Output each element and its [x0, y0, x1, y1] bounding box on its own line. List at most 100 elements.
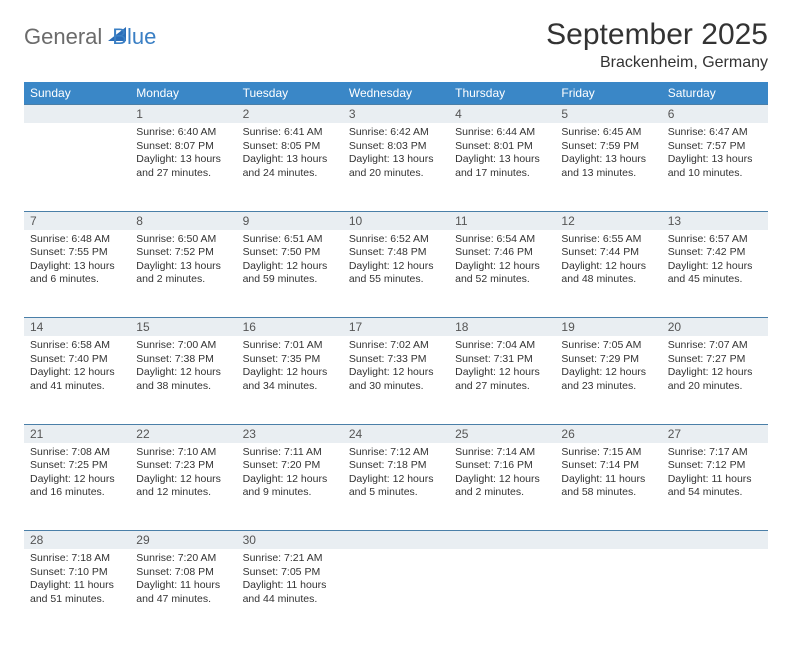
sunset-line: Sunset: 7:23 PM: [136, 459, 230, 473]
daylight-line: Daylight: 13 hours and 17 minutes.: [455, 153, 549, 180]
daylight-line: Daylight: 12 hours and 38 minutes.: [136, 366, 230, 393]
sunrise-line: Sunrise: 6:48 AM: [30, 233, 124, 247]
daylight-line: Daylight: 12 hours and 9 minutes.: [243, 473, 337, 500]
day-number-cell: [555, 531, 661, 550]
sunset-line: Sunset: 7:35 PM: [243, 353, 337, 367]
sunrise-line: Sunrise: 6:40 AM: [136, 126, 230, 140]
sunrise-line: Sunrise: 6:42 AM: [349, 126, 443, 140]
sunset-line: Sunset: 7:57 PM: [668, 140, 762, 154]
sunrise-line: Sunrise: 6:52 AM: [349, 233, 443, 247]
day-number-cell: 23: [237, 424, 343, 443]
day-number-cell: 6: [662, 105, 768, 124]
sunset-line: Sunset: 7:10 PM: [30, 566, 124, 580]
daylight-line: Daylight: 13 hours and 2 minutes.: [136, 260, 230, 287]
day-content-cell: Sunrise: 7:11 AMSunset: 7:20 PMDaylight:…: [237, 443, 343, 531]
sunset-line: Sunset: 7:52 PM: [136, 246, 230, 260]
day-content-cell: Sunrise: 6:55 AMSunset: 7:44 PMDaylight:…: [555, 230, 661, 318]
day-number-cell: 4: [449, 105, 555, 124]
logo-text-general: General: [24, 24, 102, 50]
calendar-page: General Blue September 2025 Brackenheim,…: [0, 0, 792, 655]
month-title: September 2025: [546, 18, 768, 52]
weekday-header: Saturday: [662, 82, 768, 105]
sunrise-line: Sunrise: 6:50 AM: [136, 233, 230, 247]
daylight-line: Daylight: 12 hours and 23 minutes.: [561, 366, 655, 393]
daylight-line: Daylight: 12 hours and 30 minutes.: [349, 366, 443, 393]
day-content-cell: Sunrise: 6:54 AMSunset: 7:46 PMDaylight:…: [449, 230, 555, 318]
calendar-table: Sunday Monday Tuesday Wednesday Thursday…: [24, 82, 768, 637]
sunset-line: Sunset: 7:18 PM: [349, 459, 443, 473]
day-content-cell: Sunrise: 7:18 AMSunset: 7:10 PMDaylight:…: [24, 549, 130, 637]
sunset-line: Sunset: 7:48 PM: [349, 246, 443, 260]
day-number-cell: 26: [555, 424, 661, 443]
daylight-line: Daylight: 12 hours and 34 minutes.: [243, 366, 337, 393]
sunrise-line: Sunrise: 6:45 AM: [561, 126, 655, 140]
sunset-line: Sunset: 8:03 PM: [349, 140, 443, 154]
daylight-line: Daylight: 13 hours and 10 minutes.: [668, 153, 762, 180]
day-content-row: Sunrise: 6:58 AMSunset: 7:40 PMDaylight:…: [24, 336, 768, 424]
day-number-cell: 9: [237, 211, 343, 230]
sunrise-line: Sunrise: 7:04 AM: [455, 339, 549, 353]
day-content-row: Sunrise: 6:40 AMSunset: 8:07 PMDaylight:…: [24, 123, 768, 211]
sunrise-line: Sunrise: 7:05 AM: [561, 339, 655, 353]
day-content-cell: Sunrise: 7:10 AMSunset: 7:23 PMDaylight:…: [130, 443, 236, 531]
day-number-cell: 15: [130, 318, 236, 337]
day-number-cell: 5: [555, 105, 661, 124]
sunrise-line: Sunrise: 7:12 AM: [349, 446, 443, 460]
daylight-line: Daylight: 11 hours and 54 minutes.: [668, 473, 762, 500]
day-number-cell: 24: [343, 424, 449, 443]
day-content-cell: Sunrise: 7:01 AMSunset: 7:35 PMDaylight:…: [237, 336, 343, 424]
day-number-cell: 3: [343, 105, 449, 124]
sunset-line: Sunset: 7:33 PM: [349, 353, 443, 367]
day-number-cell: 10: [343, 211, 449, 230]
sunset-line: Sunset: 7:20 PM: [243, 459, 337, 473]
day-number-cell: 17: [343, 318, 449, 337]
logo-text-blue: Blue: [112, 24, 156, 50]
title-block: September 2025 Brackenheim, Germany: [546, 18, 768, 72]
sunset-line: Sunset: 7:31 PM: [455, 353, 549, 367]
day-number-row: 21222324252627: [24, 424, 768, 443]
day-content-row: Sunrise: 7:08 AMSunset: 7:25 PMDaylight:…: [24, 443, 768, 531]
sunrise-line: Sunrise: 7:18 AM: [30, 552, 124, 566]
sunrise-line: Sunrise: 7:14 AM: [455, 446, 549, 460]
day-content-cell: Sunrise: 7:17 AMSunset: 7:12 PMDaylight:…: [662, 443, 768, 531]
day-number-cell: 13: [662, 211, 768, 230]
day-content-cell: Sunrise: 6:47 AMSunset: 7:57 PMDaylight:…: [662, 123, 768, 211]
sunrise-line: Sunrise: 6:47 AM: [668, 126, 762, 140]
sunset-line: Sunset: 7:29 PM: [561, 353, 655, 367]
daylight-line: Daylight: 12 hours and 16 minutes.: [30, 473, 124, 500]
daylight-line: Daylight: 11 hours and 51 minutes.: [30, 579, 124, 606]
day-number-cell: 22: [130, 424, 236, 443]
day-content-cell: Sunrise: 7:00 AMSunset: 7:38 PMDaylight:…: [130, 336, 236, 424]
weekday-header: Friday: [555, 82, 661, 105]
weekday-header: Sunday: [24, 82, 130, 105]
day-content-cell: Sunrise: 6:42 AMSunset: 8:03 PMDaylight:…: [343, 123, 449, 211]
sunset-line: Sunset: 7:38 PM: [136, 353, 230, 367]
daylight-line: Daylight: 12 hours and 27 minutes.: [455, 366, 549, 393]
day-number-cell: [662, 531, 768, 550]
day-number-cell: 19: [555, 318, 661, 337]
sunset-line: Sunset: 7:44 PM: [561, 246, 655, 260]
calendar-body: 123456Sunrise: 6:40 AMSunset: 8:07 PMDay…: [24, 105, 768, 638]
daylight-line: Daylight: 12 hours and 2 minutes.: [455, 473, 549, 500]
day-number-row: 14151617181920: [24, 318, 768, 337]
sunset-line: Sunset: 7:59 PM: [561, 140, 655, 154]
weekday-header: Tuesday: [237, 82, 343, 105]
daylight-line: Daylight: 12 hours and 59 minutes.: [243, 260, 337, 287]
day-number-cell: 27: [662, 424, 768, 443]
location-label: Brackenheim, Germany: [546, 54, 768, 72]
day-number-cell: [343, 531, 449, 550]
weekday-header: Wednesday: [343, 82, 449, 105]
sunrise-line: Sunrise: 6:54 AM: [455, 233, 549, 247]
day-number-cell: 2: [237, 105, 343, 124]
sunset-line: Sunset: 7:55 PM: [30, 246, 124, 260]
daylight-line: Daylight: 12 hours and 12 minutes.: [136, 473, 230, 500]
sunset-line: Sunset: 7:42 PM: [668, 246, 762, 260]
day-content-cell: Sunrise: 7:12 AMSunset: 7:18 PMDaylight:…: [343, 443, 449, 531]
day-number-cell: 21: [24, 424, 130, 443]
day-content-cell: Sunrise: 7:08 AMSunset: 7:25 PMDaylight:…: [24, 443, 130, 531]
day-content-cell: [449, 549, 555, 637]
day-content-cell: Sunrise: 7:14 AMSunset: 7:16 PMDaylight:…: [449, 443, 555, 531]
sunset-line: Sunset: 7:40 PM: [30, 353, 124, 367]
day-number-row: 282930: [24, 531, 768, 550]
day-number-row: 123456: [24, 105, 768, 124]
